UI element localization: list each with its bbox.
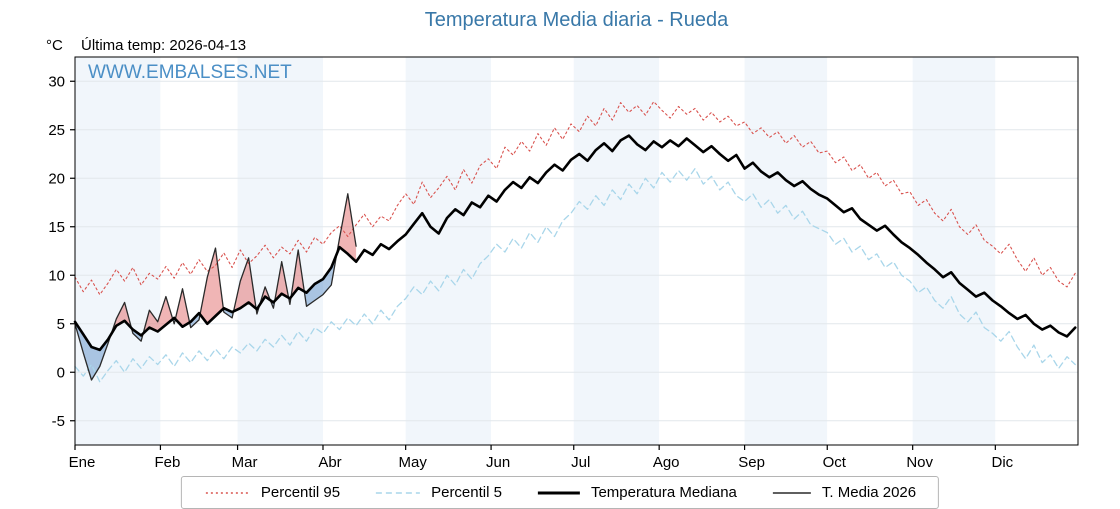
x-tick-label: Ene (69, 454, 96, 471)
x-tick-label: Sep (738, 454, 765, 471)
last-temp-label: Última temp: 2026-04-13 (81, 37, 247, 54)
legend-item-media-2026: T. Media 2026 (771, 484, 916, 501)
series-line-percentil-95 (74, 101, 1076, 296)
x-tick-label: Dic (991, 454, 1013, 471)
plot-border (74, 56, 1079, 446)
fill-below-median (304, 253, 337, 307)
month-band (995, 57, 1078, 445)
y-tick-label: 10 (48, 267, 65, 284)
fill-above-median (291, 250, 305, 298)
month-band (75, 57, 161, 445)
month-band (160, 57, 238, 445)
month-band (405, 57, 492, 445)
y-tick-label: 20 (48, 170, 65, 187)
x-tick-label: Jun (486, 454, 510, 471)
month-band (912, 57, 996, 445)
x-tick-label: Abr (318, 454, 341, 471)
x-tick-label: Feb (154, 454, 180, 471)
legend-line-media-2026-icon (772, 491, 811, 494)
fill-below-median (189, 313, 200, 328)
x-tick-label: May (398, 454, 427, 471)
chart-title: Temperatura Media diaria - Rueda (424, 9, 729, 31)
y-tick-label: 25 (48, 122, 65, 139)
legend-label: T. Media 2026 (821, 484, 917, 501)
month-band (827, 57, 913, 445)
month-band (237, 57, 323, 445)
month-band (659, 57, 745, 445)
fill-below-median (223, 308, 234, 318)
series-line-temperatura-mediana (73, 134, 1077, 352)
chart-legend: Percentil 95 Percentil 5 Temperatura Med… (180, 476, 940, 509)
y-axis-unit-label: °C (46, 37, 63, 54)
y-tick-label: 30 (48, 73, 65, 90)
month-band (573, 57, 660, 445)
fill-above-median (336, 193, 357, 262)
y-tick-label: 15 (48, 219, 65, 236)
fill-above-median (175, 288, 190, 327)
x-tick-label: Jul (571, 454, 590, 471)
legend-item-mediana: Temperatura Mediana (536, 484, 737, 501)
legend-item-percentil-5: Percentil 5 (374, 484, 502, 501)
legend-line-mediana-icon (537, 491, 580, 494)
series-line-t-media-2026 (74, 193, 357, 381)
x-tick-label: Ago (653, 454, 680, 471)
legend-label: Percentil 5 (431, 484, 502, 501)
legend-item-percentil-95: Percentil 95 (204, 484, 340, 501)
legend-line-percentil-5-icon (376, 491, 421, 494)
y-tick-label: 0 (57, 364, 65, 381)
x-tick-label: Oct (823, 454, 847, 471)
x-tick-label: Mar (232, 454, 258, 471)
y-tick-label: 5 (57, 316, 65, 333)
series-line-percentil-5 (74, 167, 1076, 383)
month-band (744, 57, 828, 445)
legend-label: Percentil 95 (260, 484, 341, 501)
x-tick-label: Nov (906, 454, 933, 471)
y-tick-label: -5 (52, 413, 65, 430)
fill-above-median (274, 261, 289, 302)
legend-label: Temperatura Mediana (590, 484, 737, 501)
legend-line-percentil-95-icon (205, 491, 250, 494)
